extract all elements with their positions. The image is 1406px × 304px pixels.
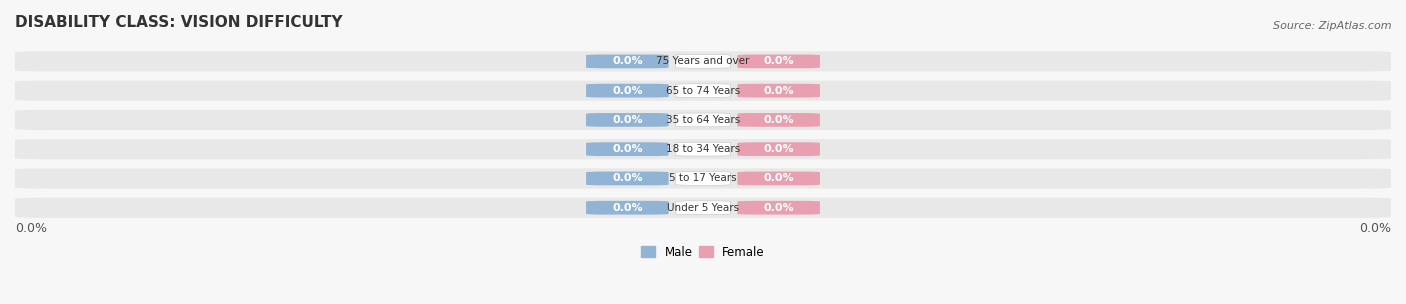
Text: 0.0%: 0.0% bbox=[612, 56, 643, 66]
Text: 0.0%: 0.0% bbox=[612, 86, 643, 96]
FancyBboxPatch shape bbox=[15, 139, 1391, 159]
FancyBboxPatch shape bbox=[675, 54, 731, 68]
Text: 35 to 64 Years: 35 to 64 Years bbox=[666, 115, 740, 125]
Text: 0.0%: 0.0% bbox=[612, 115, 643, 125]
FancyBboxPatch shape bbox=[586, 54, 669, 68]
FancyBboxPatch shape bbox=[737, 171, 820, 185]
Text: Source: ZipAtlas.com: Source: ZipAtlas.com bbox=[1274, 21, 1392, 31]
Text: 0.0%: 0.0% bbox=[612, 203, 643, 213]
Legend: Male, Female: Male, Female bbox=[637, 241, 769, 264]
FancyBboxPatch shape bbox=[15, 51, 1391, 71]
Text: 65 to 74 Years: 65 to 74 Years bbox=[666, 86, 740, 96]
FancyBboxPatch shape bbox=[737, 142, 820, 156]
Text: 18 to 34 Years: 18 to 34 Years bbox=[666, 144, 740, 154]
Text: 0.0%: 0.0% bbox=[763, 115, 794, 125]
Text: 0.0%: 0.0% bbox=[763, 174, 794, 183]
FancyBboxPatch shape bbox=[675, 84, 731, 98]
Text: Under 5 Years: Under 5 Years bbox=[666, 203, 740, 213]
Text: DISABILITY CLASS: VISION DIFFICULTY: DISABILITY CLASS: VISION DIFFICULTY bbox=[15, 15, 343, 30]
Text: 0.0%: 0.0% bbox=[15, 222, 46, 235]
FancyBboxPatch shape bbox=[737, 84, 820, 98]
Text: 0.0%: 0.0% bbox=[612, 174, 643, 183]
FancyBboxPatch shape bbox=[675, 142, 731, 156]
Text: 75 Years and over: 75 Years and over bbox=[657, 56, 749, 66]
Text: 0.0%: 0.0% bbox=[763, 86, 794, 96]
FancyBboxPatch shape bbox=[586, 201, 669, 215]
FancyBboxPatch shape bbox=[737, 113, 820, 127]
FancyBboxPatch shape bbox=[586, 142, 669, 156]
FancyBboxPatch shape bbox=[586, 171, 669, 185]
Text: 5 to 17 Years: 5 to 17 Years bbox=[669, 174, 737, 183]
FancyBboxPatch shape bbox=[15, 81, 1391, 101]
FancyBboxPatch shape bbox=[737, 54, 820, 68]
FancyBboxPatch shape bbox=[15, 110, 1391, 130]
FancyBboxPatch shape bbox=[737, 201, 820, 215]
FancyBboxPatch shape bbox=[675, 201, 731, 215]
Text: 0.0%: 0.0% bbox=[763, 56, 794, 66]
FancyBboxPatch shape bbox=[15, 198, 1391, 218]
Text: 0.0%: 0.0% bbox=[763, 144, 794, 154]
Text: 0.0%: 0.0% bbox=[612, 144, 643, 154]
FancyBboxPatch shape bbox=[586, 113, 669, 127]
FancyBboxPatch shape bbox=[586, 84, 669, 98]
FancyBboxPatch shape bbox=[15, 168, 1391, 188]
FancyBboxPatch shape bbox=[675, 113, 731, 127]
Text: 0.0%: 0.0% bbox=[763, 203, 794, 213]
Text: 0.0%: 0.0% bbox=[1360, 222, 1391, 235]
FancyBboxPatch shape bbox=[675, 171, 731, 185]
